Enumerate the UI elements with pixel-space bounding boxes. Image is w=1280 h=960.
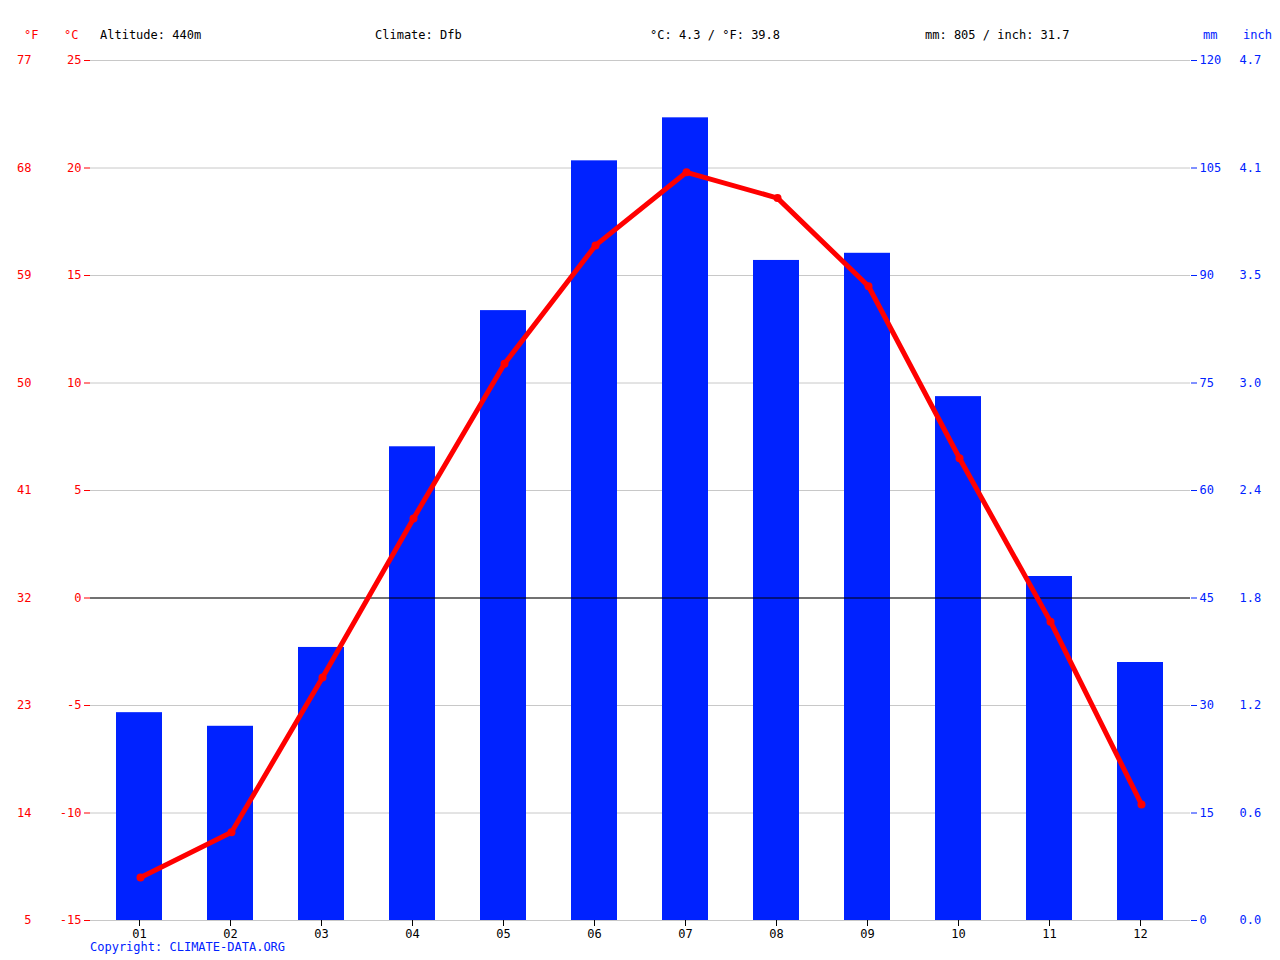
svg-text:02: 02 — [223, 927, 237, 941]
svg-text:-10: -10 — [60, 806, 82, 820]
html-text:°C: 4.3 / °F: 39.8: °C: 4.3 / °F: 39.8 — [650, 28, 780, 42]
svg-text:10: 10 — [67, 376, 81, 390]
svg-text:15: 15 — [1200, 806, 1214, 820]
svg-text:20: 20 — [67, 161, 81, 175]
svg-text:0.6: 0.6 — [1240, 806, 1262, 820]
svg-text:2.4: 2.4 — [1240, 483, 1262, 497]
svg-text:25: 25 — [67, 53, 81, 67]
svg-text:59: 59 — [17, 268, 31, 282]
svg-text:45: 45 — [1200, 591, 1214, 605]
svg-text:0: 0 — [1200, 913, 1207, 927]
html-text:mm: 805 / inch: 31.7: mm: 805 / inch: 31.7 — [925, 28, 1070, 42]
svg-text:4.1: 4.1 — [1240, 161, 1262, 175]
html-text:°F: °F — [24, 28, 39, 42]
html-text:inch: inch — [1243, 28, 1272, 42]
svg-text:10: 10 — [951, 927, 965, 941]
html-text:mm: mm — [1203, 28, 1218, 42]
svg-text:07: 07 — [678, 927, 692, 941]
svg-text:120: 120 — [1200, 53, 1222, 67]
svg-text:90: 90 — [1200, 268, 1214, 282]
html-text:Altitude: 440m: Altitude: 440m — [100, 28, 202, 42]
svg-text:30: 30 — [1200, 698, 1214, 712]
svg-text:1.8: 1.8 — [1240, 591, 1262, 605]
svg-text:4.7: 4.7 — [1240, 53, 1262, 67]
svg-text:5: 5 — [24, 913, 31, 927]
svg-text:77: 77 — [17, 53, 31, 67]
svg-text:05: 05 — [496, 927, 510, 941]
svg-text:-15: -15 — [60, 913, 82, 927]
svg-text:01: 01 — [132, 927, 146, 941]
svg-text:60: 60 — [1200, 483, 1214, 497]
svg-text:41: 41 — [17, 483, 31, 497]
svg-text:15: 15 — [67, 268, 81, 282]
svg-text:-5: -5 — [67, 698, 81, 712]
svg-text:12: 12 — [1133, 927, 1147, 941]
svg-text:06: 06 — [587, 927, 601, 941]
svg-text:23: 23 — [17, 698, 31, 712]
svg-text:04: 04 — [405, 927, 419, 941]
svg-text:5: 5 — [74, 483, 81, 497]
svg-text:03: 03 — [314, 927, 328, 941]
svg-text:50: 50 — [17, 376, 31, 390]
svg-text:09: 09 — [860, 927, 874, 941]
svg-text:3.5: 3.5 — [1240, 268, 1262, 282]
svg-text:75: 75 — [1200, 376, 1214, 390]
html-text:Copyright: CLIMATE-DATA.ORG: Copyright: CLIMATE-DATA.ORG — [90, 940, 286, 954]
svg-text:105: 105 — [1200, 161, 1222, 175]
svg-text:0.0: 0.0 — [1240, 913, 1262, 927]
svg-text:0: 0 — [74, 591, 81, 605]
svg-text:3.0: 3.0 — [1240, 376, 1262, 390]
svg-text:68: 68 — [17, 161, 31, 175]
svg-text:1.2: 1.2 — [1240, 698, 1262, 712]
svg-text:32: 32 — [17, 591, 31, 605]
svg-text:08: 08 — [769, 927, 783, 941]
html-text:°C: °C — [64, 28, 79, 42]
svg-text:14: 14 — [17, 806, 31, 820]
html-text:Climate: Dfb: Climate: Dfb — [375, 28, 462, 42]
svg-text:11: 11 — [1042, 927, 1056, 941]
